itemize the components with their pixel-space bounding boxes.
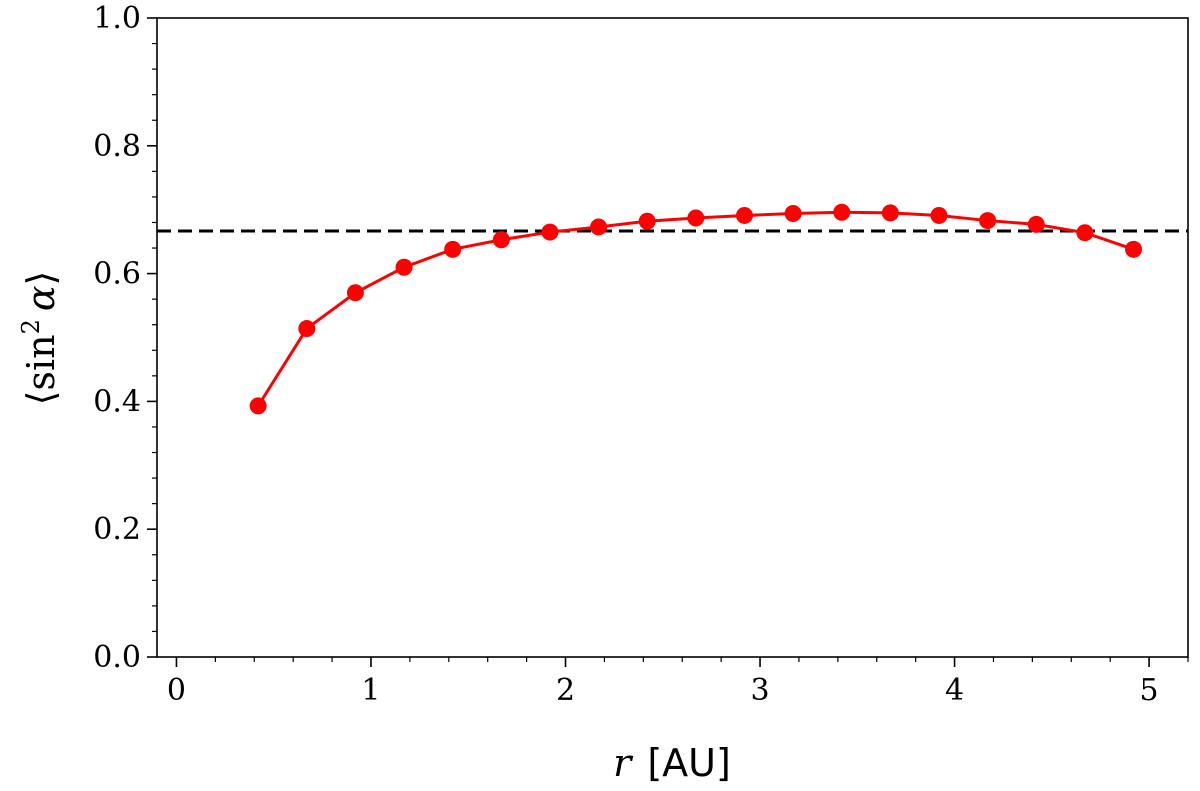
data-point (590, 218, 608, 236)
x-axis-var: r (613, 741, 634, 785)
data-point (881, 204, 899, 222)
y-tick-label: 0.6 (93, 257, 141, 292)
y-tick-label: 0.8 (93, 129, 141, 164)
x-tick-label: 0 (167, 673, 186, 708)
data-point (541, 223, 559, 241)
data-point (298, 320, 316, 338)
data-point (1125, 240, 1143, 258)
x-tick-label: 5 (1140, 673, 1159, 708)
data-point (638, 212, 656, 230)
x-tick-label: 1 (361, 673, 380, 708)
data-point (395, 258, 413, 276)
x-axis-label: r [AU] (613, 741, 731, 785)
x-tick-label: 4 (945, 673, 964, 708)
minor-ticks (152, 42, 1189, 662)
series-line (256, 210, 1135, 407)
data-point (735, 206, 753, 224)
y-tick-label: 0.0 (93, 640, 141, 675)
x-tick-label: 3 (750, 673, 769, 708)
y-axis-var: α (19, 285, 63, 311)
data-point (346, 284, 364, 302)
y-axis-label: ⟨sin2 α⟩ (17, 271, 63, 406)
x-tick-label: 2 (556, 673, 575, 708)
plot-frame (156, 17, 1189, 658)
data-point (492, 231, 510, 249)
data-point (930, 206, 948, 224)
axis-ticks: 0 1 2 3 4 5 0.0 0.2 0.4 0.6 0.8 1.0 (93, 1, 1158, 708)
data-point (979, 212, 997, 230)
y-axis-func: sin (19, 334, 63, 390)
y-axis-open: ⟨ (19, 391, 63, 406)
series-points (249, 203, 1143, 415)
y-axis-exp: 2 (17, 319, 45, 334)
data-point (1076, 224, 1094, 242)
data-point (784, 205, 802, 223)
y-tick-label: 0.2 (93, 512, 141, 547)
data-point (833, 203, 851, 221)
data-point (687, 209, 705, 227)
y-tick-label: 0.4 (93, 384, 141, 419)
data-point (249, 397, 267, 415)
y-tick-label: 1.0 (93, 1, 141, 36)
y-axis-close: ⟩ (19, 271, 63, 286)
x-axis-unit: [AU] (647, 741, 730, 785)
data-point (444, 240, 462, 258)
data-point (1027, 215, 1045, 233)
